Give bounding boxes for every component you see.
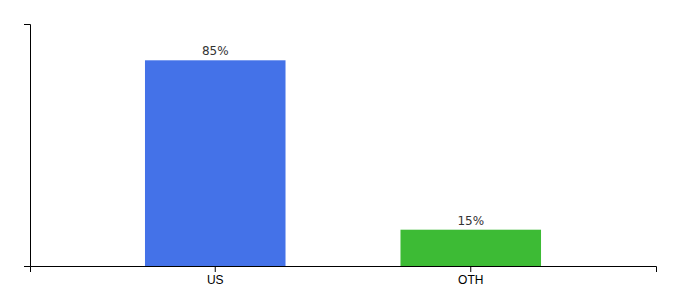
x-tick-mark — [470, 266, 471, 272]
y-axis — [24, 25, 31, 267]
bar — [400, 230, 541, 266]
x-axis: US OTH — [31, 266, 657, 287]
data-labels: 85% 15% — [202, 44, 484, 227]
data-label: 85% — [202, 44, 229, 58]
y-axis-line — [24, 25, 31, 267]
data-label: 15% — [457, 214, 484, 228]
bars — [145, 60, 541, 266]
chart-container: 85% 15% US OTH — [0, 0, 680, 300]
plot: 85% 15% US OTH — [24, 25, 657, 287]
x-tick-label: OTH — [458, 273, 483, 287]
x-tick: OTH — [458, 266, 483, 287]
x-axis-line — [31, 267, 657, 273]
x-tick-mark — [215, 266, 216, 272]
x-tick-label: US — [207, 273, 224, 287]
chart-svg: 85% 15% US OTH — [0, 0, 680, 300]
x-tick: US — [207, 266, 224, 287]
bar — [145, 60, 286, 266]
